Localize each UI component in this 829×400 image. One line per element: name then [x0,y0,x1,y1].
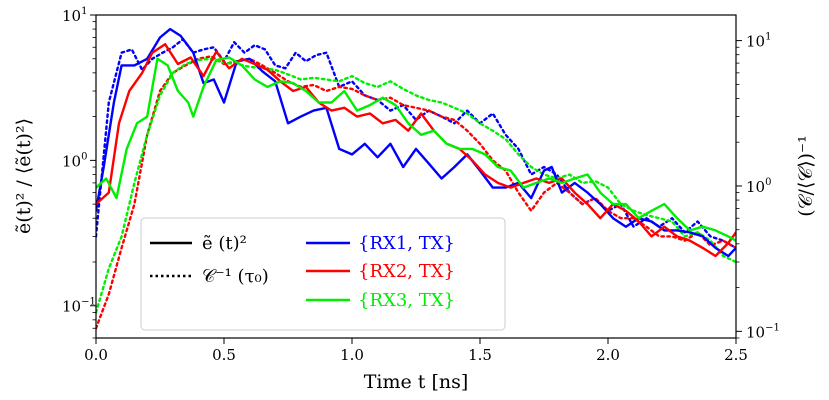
y-axis-right-label: (𝒞/⟨𝒞⟩)⁻¹ [795,135,817,216]
series-line-3-solid [96,56,736,242]
legend-entry-rx2-label: {RX2, TX} [358,261,455,282]
y-tick-label-left: 101 [62,6,87,25]
series-line-5-dotted [96,55,736,330]
x-tick-label: 0.0 [84,346,108,364]
series-layer [96,27,736,330]
legend-box [140,217,506,331]
y-tick-label-right: 101 [746,32,771,51]
x-tick-label: 1.5 [468,346,492,364]
legend-entry-rx1-label: {RX1, TX} [358,233,455,254]
legend-entry-solid-label: ẽ (t)² [202,233,247,254]
x-tick-label: 1.0 [340,346,364,364]
y-tick-label-left: 100 [62,151,87,170]
x-tick-label: 0.5 [212,346,236,364]
x-tick-label: 2.5 [724,346,748,364]
series-line-1-solid [96,27,736,258]
y-tick-label-left: 10−1 [62,297,96,316]
plot-area [95,14,737,339]
legend: ẽ (t)² 𝒞⁻¹ (τ₀) {RX1, TX} {RX2, TX} {RX3… [140,217,506,331]
y-tick-label-right: 100 [746,177,771,196]
x-axis-label: Time t [ns] [364,371,469,393]
legend-entry-rx3-label: {RX3, TX} [358,290,455,311]
x-tick-label: 2.0 [596,346,620,364]
y-tick-label-right: 10−1 [746,322,780,341]
y-axis-left-label: ẽ(t)² / ⟨ẽ(t)²⟩ [13,118,35,234]
series-line-2-solid [96,43,736,258]
ticks-layer: 0.0 0.5 1.0 1.5 2.0 2.5 10−1 100 101 10−1 100 101 [62,6,780,364]
legend-entry-dotted-label: 𝒞⁻¹ (τ₀) [202,266,269,287]
